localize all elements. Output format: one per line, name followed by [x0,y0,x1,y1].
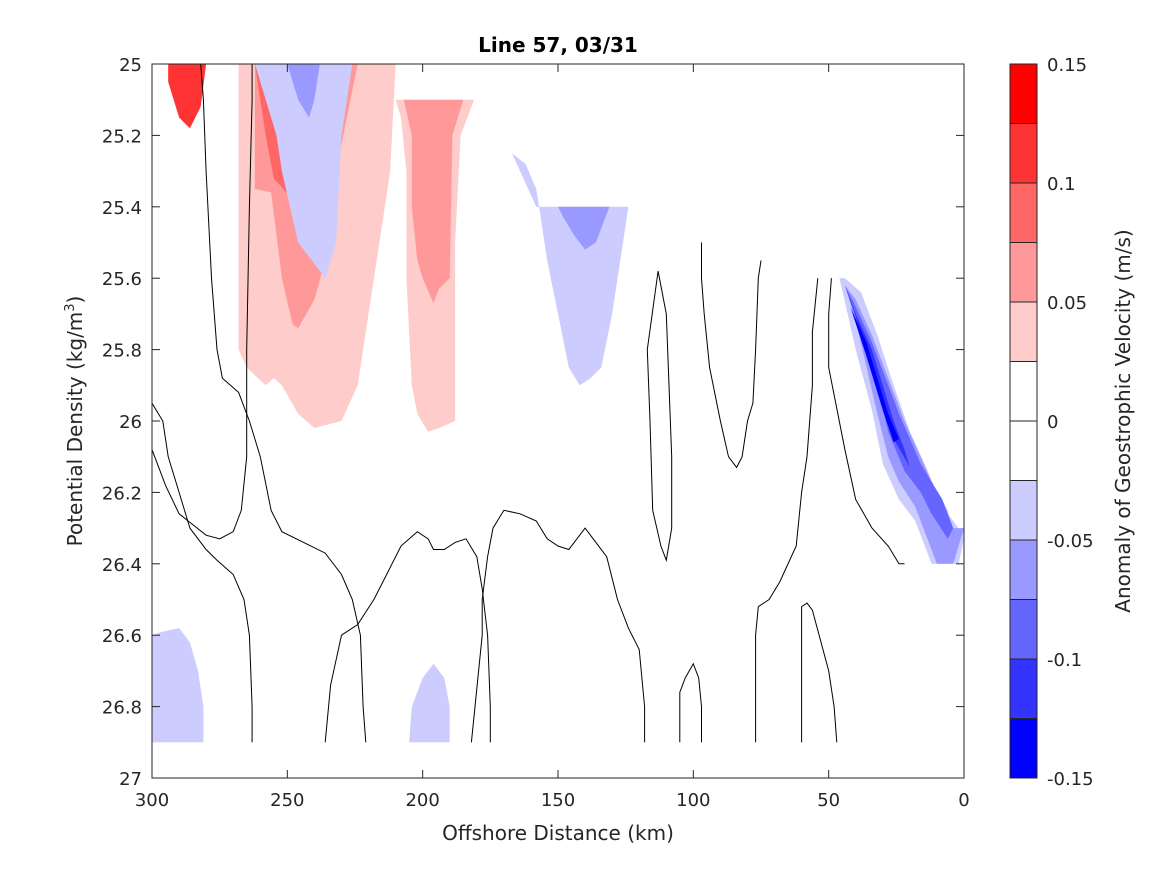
contour-line-2 [200,64,367,743]
colorbar-segment-6 [1009,420,1038,481]
filled-region-7 [287,64,320,118]
colorbar-segment-3 [1009,242,1038,303]
filled-contour-regions [152,64,964,743]
filled-region-3 [168,64,207,129]
x-axis-ticks: 300 250 200 150 100 50 0 [135,64,970,811]
colorbar-segment-0 [1009,63,1038,124]
x-tick-label: 300 [135,790,169,811]
y-tick-label: 26.6 [102,626,142,647]
x-tick-label: 50 [817,790,840,811]
colorbar: 0.15 0.1 0.05 0 -0.05 -0.1 -0.15 Anomaly of Ge… [1009,55,1135,790]
filled-region-15 [850,306,899,443]
y-tick-label: 27 [119,769,142,790]
filled-region-13 [844,285,954,539]
y-axis-ticks: 25 25.2 25.4 25.6 25.8 26 26.2 26.4 26.6 26.8 27 [102,55,964,790]
colorbar-tick-label: 0.15 [1047,55,1087,76]
y-axis-label-superscript: 3 [63,303,78,311]
colorbar-tick-label: -0.05 [1047,531,1094,552]
colorbar-label: Anomaly of Geostrophic Velocity (m/s) [1111,229,1135,612]
colorbar-frame [1009,63,1038,779]
contour-line-9 [701,242,762,469]
chart-title: Line 57, 03/31 [478,33,638,57]
y-tick-label: 26.2 [102,483,142,504]
y-axis-label-main: Potential Density (kg/m [63,312,87,547]
colorbar-tick-label: 0.1 [1047,174,1076,195]
contour-line-5 [679,662,702,743]
colorbar-tick-label: -0.15 [1047,769,1094,790]
colorbar-segment-5 [1009,361,1038,422]
colorbar-tick-label: 0.05 [1047,293,1087,314]
y-tick-label: 25.6 [102,269,142,290]
plot-area: 300 250 200 150 100 50 0 2525.225.425.625.8262… [102,55,970,811]
contour-line-3 [324,531,491,743]
filled-region-6 [254,64,353,279]
y-tick-label: 25.2 [102,126,142,147]
x-axis-label: Offshore Distance (km) [442,821,674,845]
contour-line-4 [470,509,646,743]
filled-region-5 [403,99,464,304]
colorbar-segment-8 [1009,539,1038,600]
contour-line-6 [646,271,673,563]
x-tick-label: 200 [405,790,439,811]
y-tick-label: 26.4 [102,555,142,576]
colorbar-ticks: 0.15 0.1 0.05 0 -0.05 -0.1 -0.15 [1047,55,1094,790]
filled-region-17 [409,663,450,743]
x-tick-label: 150 [541,790,575,811]
colorbar-segment-4 [1009,301,1038,362]
y-tick-label: 26.8 [102,698,142,719]
x-tick-label: 0 [958,790,969,811]
y-axis-label: Potential Density (kg/m3) [63,296,87,547]
contour-line-1 [152,368,253,743]
y-tick-label: 25.8 [102,341,142,362]
y-tick-label: 25.4 [102,198,142,219]
colorbar-tick-label: -0.1 [1047,650,1082,671]
y-axis-label-close: ) [63,296,87,304]
colorbar-segment-10 [1009,658,1038,719]
filled-region-16 [152,628,204,743]
y-tick-label: 25 [119,55,142,76]
x-tick-label: 100 [676,790,710,811]
colorbar-segment-2 [1009,182,1038,243]
filled-region-9 [558,206,610,250]
contour-line-7 [755,278,819,743]
colorbar-segments [1009,63,1038,779]
contour-line-0 [152,64,253,540]
contour-lines [152,64,905,743]
x-tick-label: 250 [270,790,304,811]
y-tick-label: 26 [119,412,142,433]
colorbar-segment-1 [1009,123,1038,184]
contour-line-8 [801,602,838,743]
colorbar-tick-label: 0 [1047,412,1058,433]
contour-line-10 [828,278,905,565]
colorbar-segment-11 [1009,718,1038,779]
colorbar-segment-7 [1009,480,1038,541]
colorbar-segment-9 [1009,599,1038,660]
